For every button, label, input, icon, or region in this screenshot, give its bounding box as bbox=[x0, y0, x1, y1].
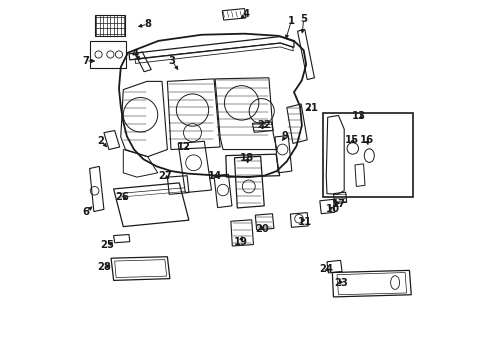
Text: 24: 24 bbox=[319, 264, 333, 274]
Text: 12: 12 bbox=[176, 142, 190, 152]
Text: 25: 25 bbox=[101, 239, 114, 249]
Text: 23: 23 bbox=[334, 278, 347, 288]
Text: 5: 5 bbox=[300, 14, 306, 24]
Text: 28: 28 bbox=[97, 262, 111, 272]
Text: 20: 20 bbox=[255, 225, 269, 234]
Text: 13: 13 bbox=[351, 111, 366, 121]
Text: 19: 19 bbox=[233, 237, 247, 247]
Text: 15: 15 bbox=[345, 135, 358, 145]
Text: 10: 10 bbox=[325, 204, 339, 215]
Text: 4: 4 bbox=[242, 9, 249, 19]
Text: 7: 7 bbox=[82, 56, 89, 66]
Text: 8: 8 bbox=[144, 19, 151, 29]
Text: 27: 27 bbox=[158, 171, 171, 181]
Text: 6: 6 bbox=[82, 207, 89, 217]
Text: 16: 16 bbox=[359, 135, 373, 145]
Text: 11: 11 bbox=[297, 217, 311, 227]
Text: 21: 21 bbox=[304, 103, 318, 113]
Text: 3: 3 bbox=[168, 56, 175, 66]
Text: 22: 22 bbox=[257, 121, 271, 130]
Text: 26: 26 bbox=[115, 192, 128, 202]
Text: 18: 18 bbox=[240, 153, 254, 163]
Text: 9: 9 bbox=[282, 131, 288, 141]
Text: 14: 14 bbox=[207, 171, 222, 181]
Text: 1: 1 bbox=[287, 17, 294, 27]
Text: 17: 17 bbox=[331, 199, 345, 210]
Text: 4: 4 bbox=[131, 49, 139, 59]
Text: 2: 2 bbox=[98, 136, 104, 145]
